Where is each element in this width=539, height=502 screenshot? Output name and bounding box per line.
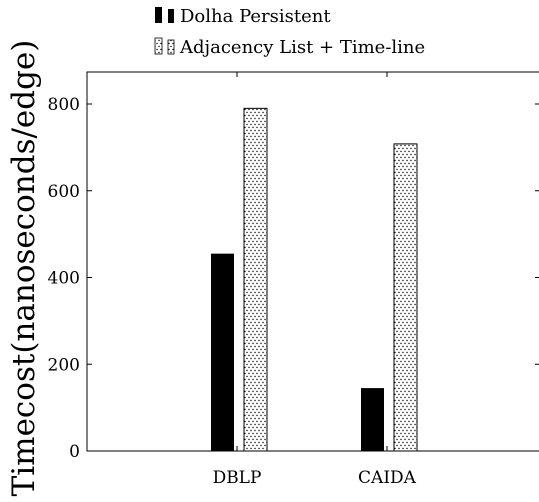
plot-frame	[86, 71, 539, 452]
bar-series-0-caida	[361, 388, 384, 451]
y-axis-label: Timecost(nanoseconds/edge)	[6, 40, 42, 497]
legend-swatch-0b	[168, 9, 174, 23]
bar-series-1-dblp	[243, 107, 268, 452]
y-ticks: 0 200 400 600 800	[48, 95, 539, 462]
legend-swatch-0a	[155, 7, 162, 23]
y-tick-label-3: 600	[48, 182, 80, 202]
y-tick-label-2: 400	[48, 269, 80, 289]
legend-item-1: Adjacency List + Time-line	[154, 37, 425, 58]
x-tick-label-0: DBLP	[213, 468, 262, 488]
legend-label-0: Dolha Persistent	[180, 6, 331, 27]
bars	[211, 107, 418, 452]
y-tick-label-1: 200	[48, 355, 80, 375]
x-tick-label-1: CAIDA	[358, 468, 417, 488]
bar-series-0-dblp	[211, 253, 234, 451]
legend-item-0: Dolha Persistent	[155, 6, 331, 27]
x-ticks: DBLP CAIDA	[213, 72, 417, 488]
y-tick-label-4: 800	[48, 95, 80, 115]
legend-swatch-1a	[154, 37, 163, 55]
legend: Dolha Persistent Adjacency List + Time-l…	[154, 6, 425, 58]
legend-label-1: Adjacency List + Time-line	[179, 37, 425, 58]
legend-swatch-1b	[167, 39, 175, 55]
y-tick-label-0: 0	[69, 442, 80, 462]
bar-series-1-caida	[393, 143, 418, 452]
